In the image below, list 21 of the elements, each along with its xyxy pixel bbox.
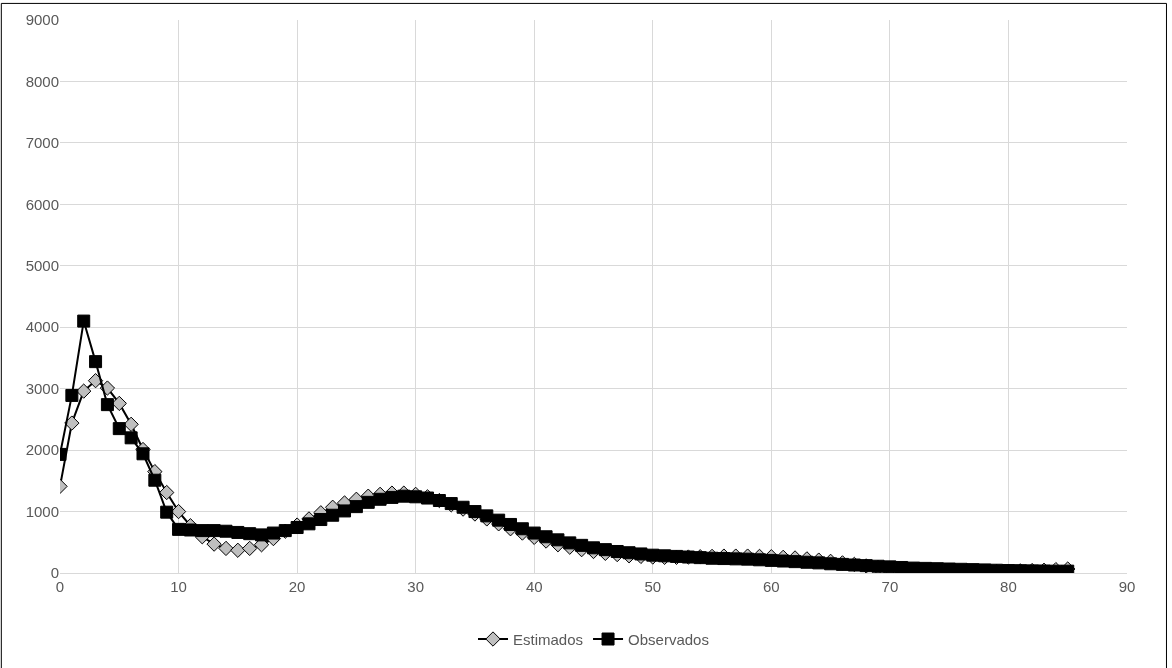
y-tick-label: 6000 (25, 195, 59, 213)
legend-label: Estimados (513, 630, 584, 648)
legend-label: Observados (628, 630, 709, 648)
x-tick-label: 60 (762, 578, 780, 595)
x-tick-label: 30 (407, 578, 425, 595)
x-tick-label: 80 (1000, 578, 1017, 595)
y-tick-label: 8000 (25, 72, 59, 90)
x-tick-label: 90 (1118, 578, 1136, 595)
y-tick-label: 7000 (25, 134, 59, 152)
x-tick-label: 50 (644, 578, 662, 595)
y-tick-label: 2000 (25, 441, 59, 459)
y-tick-label: 4000 (25, 318, 59, 336)
y-tick-label: 5000 (25, 257, 59, 275)
y-tick-label: 1000 (25, 502, 59, 520)
y-tick-label: 9000 (25, 11, 59, 29)
y-tick-label: 0 (50, 564, 59, 582)
x-tick-label: 40 (525, 578, 543, 595)
y-tick-label: 3000 (25, 379, 59, 397)
x-tick-label: 70 (881, 578, 899, 595)
x-tick-label: 10 (170, 578, 187, 595)
x-tick-label: 20 (288, 578, 306, 595)
